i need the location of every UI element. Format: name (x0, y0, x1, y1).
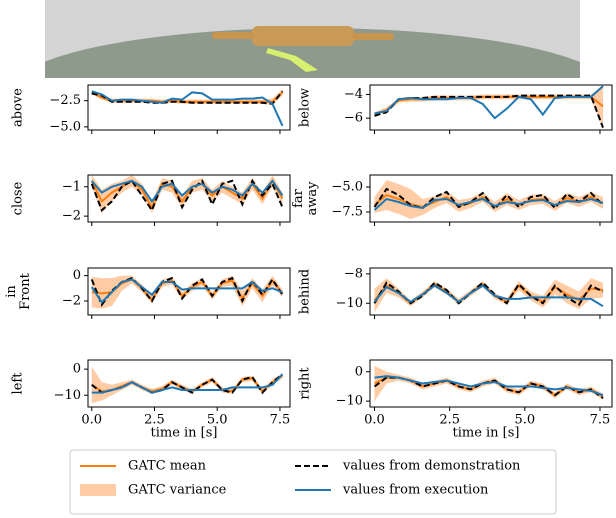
demonstration-line (373, 187, 604, 211)
plot-area (91, 89, 284, 127)
variance-band (91, 366, 283, 404)
execution-line (374, 85, 604, 120)
x-tick-label: 7.5 (590, 413, 611, 428)
y-axis-label: right (298, 367, 313, 400)
execution-line (373, 284, 604, 308)
y-tick-label: −8 (344, 266, 363, 281)
variance-band (374, 85, 603, 129)
execution-line (374, 375, 604, 397)
x-axis-label: time in [s] (452, 426, 519, 441)
x-tick-label: 5.0 (207, 413, 228, 428)
plot-area (90, 275, 284, 309)
axes-frame (87, 267, 291, 316)
legend-label: GATC mean (128, 459, 207, 474)
y-axis-label: inFront (3, 272, 32, 309)
legend: GATC mean GATC variance values from demons… (69, 449, 557, 515)
y-tick-label: 0 (73, 268, 81, 283)
legend-swatch (80, 484, 116, 496)
y-axis-label: close (11, 181, 26, 215)
axes-frame (87, 359, 291, 408)
x-tick-label: 5.0 (514, 413, 535, 428)
x-tick-label: 2.5 (144, 413, 165, 428)
mean-line (91, 91, 284, 103)
y-tick-label: −4 (344, 87, 363, 102)
execution-line (91, 90, 284, 127)
y-tick-label: −1 (62, 179, 81, 194)
x-tick-label: 0.0 (81, 413, 102, 428)
axes-frame (369, 359, 613, 408)
scene-image (45, 0, 580, 78)
y-tick-label: 0 (73, 362, 81, 377)
legend-label: values from demonstration (342, 459, 521, 474)
y-tick-label: −5.0 (331, 180, 363, 195)
y-tick-label: −10 (54, 388, 81, 403)
y-tick-label: −10 (336, 394, 363, 409)
plot-area (373, 365, 604, 402)
legend-label: GATC variance (128, 483, 227, 498)
y-tick-label: −7.5 (331, 205, 363, 220)
plot-area (90, 175, 284, 214)
y-tick-label: 0 (355, 364, 363, 379)
demonstration-line (90, 178, 284, 213)
execution-line (91, 179, 284, 204)
plot-area (91, 366, 284, 404)
x-tick-label: 0.0 (364, 413, 385, 428)
y-tick-label: −5.0 (49, 119, 81, 134)
y-axis-label: left (11, 372, 26, 395)
y-axis-label: faraway (290, 181, 319, 216)
axes-frame (87, 174, 291, 223)
demonstration-line (373, 281, 604, 307)
axes-frame (369, 84, 613, 131)
demonstration-line (374, 94, 604, 128)
y-tick-label: −10 (336, 296, 363, 311)
x-tick-label: 7.5 (270, 413, 291, 428)
y-tick-label: −2 (62, 294, 81, 309)
execution-line (373, 197, 604, 211)
legend-label: values from execution (342, 483, 489, 498)
y-axis-label: behind (298, 269, 313, 314)
axes-frame (87, 84, 291, 131)
y-tick-label: −2.5 (49, 93, 81, 108)
plot-area (374, 85, 604, 129)
axes-frame (369, 267, 613, 316)
y-tick-label: −6 (344, 111, 363, 126)
plot-area (373, 180, 604, 219)
x-axis-label: time in [s] (150, 426, 217, 441)
execution-line (90, 278, 283, 304)
execution-line (91, 373, 284, 394)
y-tick-label: −2 (62, 209, 81, 224)
axes-frame (369, 174, 613, 223)
x-tick-label: 2.5 (439, 413, 460, 428)
y-axis-label: below (298, 88, 313, 127)
y-axis-label: above (11, 88, 26, 127)
plot-area (373, 278, 604, 313)
